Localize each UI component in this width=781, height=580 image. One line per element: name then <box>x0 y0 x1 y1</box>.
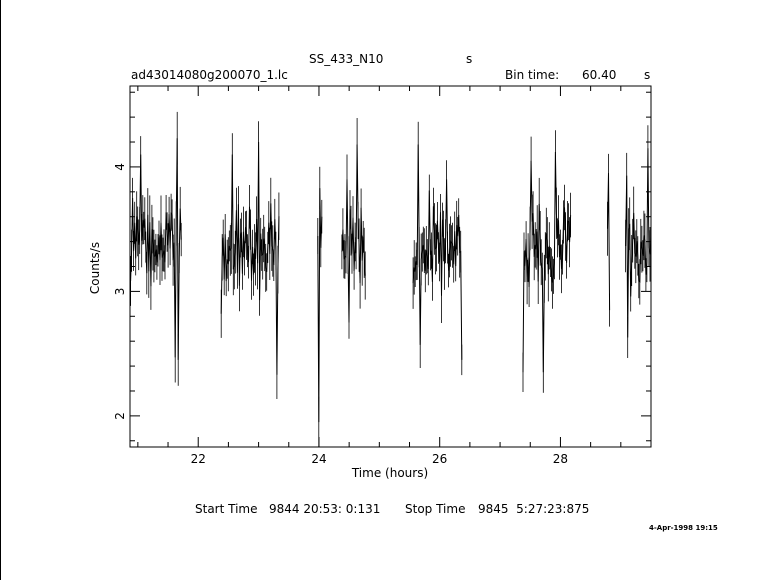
axis-tick-labels: 22 24 26 28 2 3 4 <box>113 163 568 466</box>
light-curve-segment <box>625 125 652 358</box>
plot-frame <box>129 85 652 448</box>
light-curve-line <box>522 151 572 373</box>
y-tick-label: 2 <box>113 412 127 420</box>
light-curve-segment <box>607 153 611 327</box>
window-left-border <box>0 0 1 580</box>
light-curve-line <box>341 144 366 323</box>
light-curve-segment <box>130 111 182 386</box>
plot-timestamp: 4-Apr-1998 19:15 <box>649 524 718 532</box>
stop-time-label: Stop Time <box>405 502 466 516</box>
y-axis-label: Counts/s <box>88 242 102 294</box>
bin-time-label: Bin time: <box>505 68 560 82</box>
stop-time-value: 9845 5:27:23:875 <box>478 502 590 516</box>
light-curve-segment <box>317 166 323 447</box>
y-tick-label: 3 <box>113 288 127 296</box>
file-name-label: ad43014080g200070_1.lc <box>131 68 288 82</box>
light-curve-segment <box>220 121 280 399</box>
chart-title-unit: s <box>466 52 473 66</box>
start-time-value: 9844 20:53: 0:131 <box>269 502 381 516</box>
start-time-label: Start Time <box>195 502 258 516</box>
axis-ticks <box>130 86 652 447</box>
light-curve-line <box>220 141 280 375</box>
x-tick-label: 24 <box>311 452 326 466</box>
light-curve-segment <box>522 130 572 393</box>
light-curve-line <box>317 188 323 423</box>
bin-time-unit: s <box>644 68 651 82</box>
y-tick-label: 4 <box>113 163 127 171</box>
x-axis-label: Time (hours) <box>351 466 428 480</box>
light-curve-segment <box>412 121 463 376</box>
chart-title: SS_433_N10 <box>309 52 384 66</box>
light-curve-segment <box>341 118 366 339</box>
x-tick-label: 26 <box>432 452 447 466</box>
light-curve-series <box>130 111 652 447</box>
x-tick-label: 28 <box>553 452 568 466</box>
bin-time-value: 60.40 <box>582 68 617 82</box>
x-tick-label: 22 <box>191 452 206 466</box>
